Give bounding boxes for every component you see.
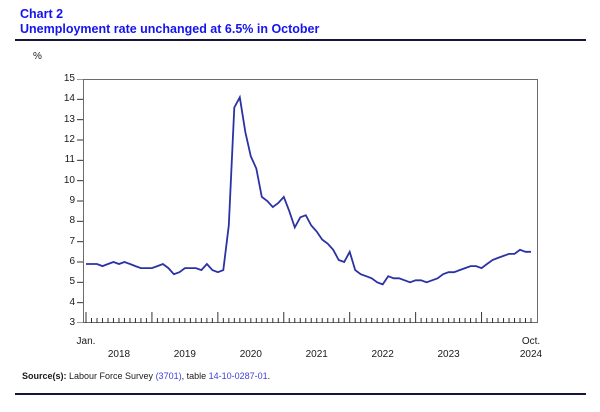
x-axis-year-label: 2020	[239, 349, 262, 360]
y-axis-tick-label: 12	[63, 134, 75, 145]
x-axis-year-label: 2022	[371, 349, 394, 360]
x-axis-year-label: 2023	[437, 349, 460, 360]
plot-border	[83, 79, 538, 323]
y-axis-tick-label: 3	[69, 317, 75, 328]
x-axis-first-month-label: Jan.	[76, 336, 96, 347]
source-text-2: , table	[181, 371, 209, 381]
y-axis-tick-label: 4	[69, 296, 75, 308]
y-axis-tick-label: 6	[69, 256, 75, 267]
x-axis-year-label: 2021	[305, 349, 328, 360]
y-axis-tick-label: 11	[64, 154, 75, 166]
y-axis-tick-label: 9	[69, 195, 75, 206]
y-axis-ticks	[77, 79, 83, 323]
x-axis-year-label: 2019	[173, 349, 196, 360]
y-axis-tick-label: 13	[63, 113, 75, 125]
title-divider-rule	[15, 39, 586, 41]
x-axis-last-month-label: Oct.	[521, 336, 541, 347]
y-axis-tick-label: 15	[63, 73, 75, 84]
y-axis-tick-label: 14	[63, 93, 75, 105]
source-note: Source(s): Labour Force Survey (3701), t…	[22, 371, 270, 381]
y-axis-unit-label: %	[33, 51, 42, 62]
y-axis-tick-label: 7	[69, 235, 75, 247]
source-text-1: Labour Force Survey	[66, 371, 156, 381]
source-label: Source(s):	[22, 371, 67, 381]
y-axis-tick-label: 10	[63, 174, 75, 186]
footer-divider-rule	[15, 393, 586, 395]
x-axis-year-label: 2024	[519, 349, 543, 360]
table-number-link[interactable]: 14-10-0287-01	[208, 371, 268, 381]
x-axis-year-label: 2018	[107, 349, 131, 360]
line-chart-canvas	[77, 79, 538, 323]
unemployment-rate-line	[86, 94, 531, 286]
x-axis-month-ticks	[85, 312, 532, 323]
chart-title: Unemployment rate unchanged at 6.5% in O…	[20, 22, 320, 36]
survey-number-link[interactable]: (3701)	[155, 371, 182, 381]
y-axis-tick-label: 5	[69, 276, 75, 288]
source-text-3: .	[267, 371, 271, 381]
chart-number-label: Chart 2	[20, 7, 64, 21]
y-axis-tick-label: 8	[69, 215, 75, 227]
